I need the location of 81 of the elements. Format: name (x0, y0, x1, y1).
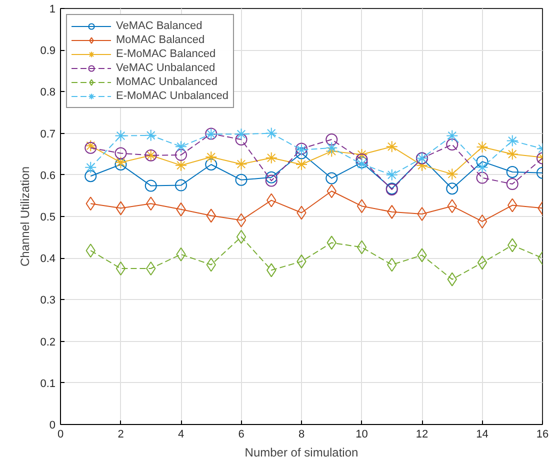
point (175, 159, 187, 172)
y-tick-label: 0.9 (40, 45, 56, 58)
point (84, 161, 97, 174)
y-axis-title: Channel Utilization (18, 166, 32, 267)
x-tick-label: 6 (238, 428, 244, 440)
point (326, 134, 338, 146)
point (446, 168, 458, 180)
point (114, 158, 127, 170)
point (476, 141, 488, 154)
point (265, 174, 278, 187)
point (144, 129, 157, 142)
point (296, 147, 308, 160)
point (296, 158, 308, 170)
legend-label: E-MoMAC Unbalanced (116, 89, 228, 103)
point (326, 145, 338, 158)
legend-label: VeMAC Balanced (116, 19, 202, 33)
x-tick-label: 14 (476, 428, 488, 440)
point (386, 140, 398, 153)
point (446, 138, 458, 151)
point (356, 154, 368, 166)
point (205, 151, 218, 164)
point (356, 240, 367, 254)
point (356, 199, 367, 214)
point (175, 148, 187, 161)
x-tick-label: 16 (536, 428, 549, 440)
point (114, 156, 127, 168)
point (235, 158, 248, 170)
legend-label: E-MoMAC Balanced (116, 47, 216, 61)
y-tick-label: 0.1 (40, 378, 56, 390)
x-tick-label: 10 (356, 428, 368, 440)
point (235, 134, 248, 146)
y-tick-label: 0.4 (40, 253, 56, 266)
point (477, 214, 488, 228)
legend-label: MoMAC Unbalanced (116, 75, 218, 89)
x-tick-label: 8 (298, 428, 305, 440)
point (446, 182, 458, 195)
point (476, 161, 488, 174)
point (236, 213, 246, 228)
x-axis-title: Number of simulation (244, 446, 358, 460)
point (326, 142, 338, 154)
point (265, 127, 278, 140)
x-tick-label: 12 (416, 428, 428, 440)
point (236, 230, 246, 244)
legend-label: VeMAC Unbalanced (116, 61, 216, 75)
point (265, 171, 278, 184)
y-tick-label: 0.8 (40, 86, 56, 99)
point (386, 168, 398, 181)
y-tick-label: 0 (49, 420, 56, 432)
point (235, 174, 248, 186)
point (116, 262, 126, 276)
legend-label: MoMAC Balanced (116, 33, 205, 47)
point (144, 180, 157, 192)
point (175, 179, 187, 192)
point (205, 158, 218, 170)
point (265, 152, 278, 164)
point (116, 201, 126, 216)
point (506, 178, 518, 190)
y-tick-label: 0.5 (40, 212, 56, 224)
point (506, 166, 518, 178)
point (175, 140, 187, 153)
point (476, 172, 488, 184)
point (356, 148, 368, 161)
x-tick-label: 4 (178, 428, 184, 440)
point (326, 172, 338, 184)
y-tick-label: 0.2 (40, 336, 56, 348)
point (506, 148, 518, 160)
point (235, 128, 248, 140)
y-tick-label: 1 (49, 4, 56, 16)
point (446, 130, 458, 142)
x-tick-label: 2 (118, 428, 124, 440)
point (114, 130, 127, 142)
point (146, 262, 156, 276)
point (477, 256, 488, 270)
point (476, 156, 488, 168)
y-tick-label: 0.3 (40, 294, 56, 307)
point (84, 170, 97, 182)
point (114, 147, 127, 160)
x-tick-label: 0 (57, 428, 64, 440)
y-tick-label: 0.7 (40, 128, 56, 140)
y-tick-label: 0.6 (40, 170, 56, 182)
point (506, 134, 518, 147)
